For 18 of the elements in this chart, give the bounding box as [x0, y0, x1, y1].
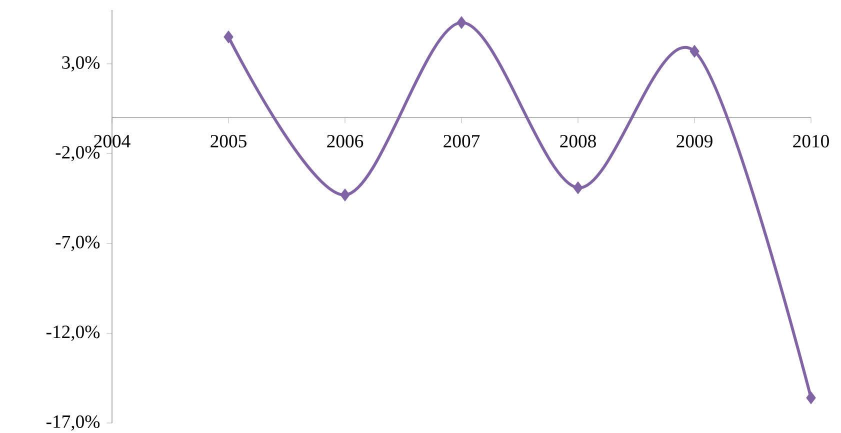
y-tick-label: -2,0%	[56, 146, 100, 162]
point	[340, 188, 350, 202]
point	[224, 30, 234, 44]
x-tick-label: 2009	[676, 134, 712, 148]
y-tick-label: -12,0%	[46, 326, 100, 341]
x-tick-label: 2006	[327, 134, 364, 148]
point	[456, 16, 466, 29]
y-tick-label: -7,0%	[56, 236, 100, 252]
x-tick-label: 2010	[793, 134, 829, 148]
x-tick-label: 2004	[94, 134, 130, 148]
x-tick-label: 2007	[444, 134, 480, 148]
x-tick-label: 2008	[560, 134, 596, 148]
y-tick-label: -17,0%	[46, 415, 100, 431]
y-tick-label: 3,0%	[62, 56, 100, 72]
x-tick-label: 2005	[210, 134, 246, 148]
point	[690, 44, 700, 58]
point	[573, 181, 583, 194]
point	[806, 392, 816, 404]
